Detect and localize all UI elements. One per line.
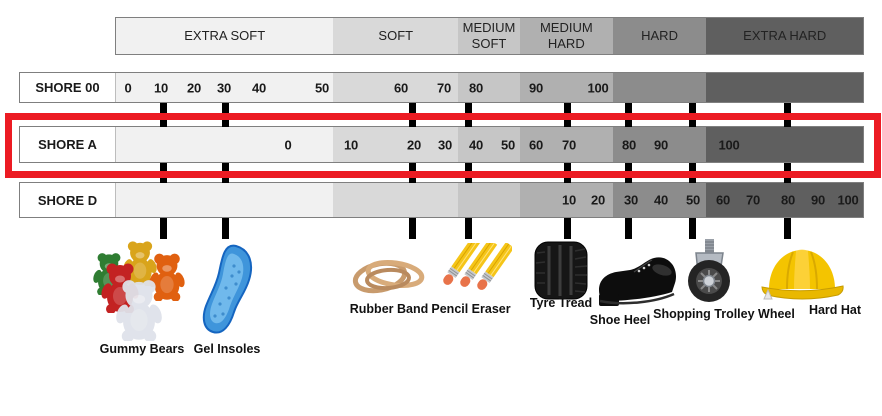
pencil-eraser-image: [443, 243, 512, 293]
alignment-tick: [222, 218, 229, 239]
category-extra-hard: EXTRA HARD: [706, 18, 863, 54]
scale-value: 20: [590, 192, 606, 208]
scale-value: 50: [500, 137, 516, 152]
scale-value: 10: [343, 137, 359, 152]
scale-value: 10: [561, 192, 577, 208]
scale-value: 70: [436, 80, 452, 95]
scale-value: 100: [837, 192, 859, 208]
item-label-pencil-eraser: Pencil Eraser: [431, 302, 511, 316]
category-label: EXTRA SOFT: [184, 27, 266, 43]
alignment-tick: [409, 218, 416, 239]
category-medium-hard: MEDIUM HARD: [519, 18, 613, 54]
scale-value: 60: [528, 137, 544, 152]
item-label-rubber-band: Rubber Band: [349, 302, 429, 316]
category-soft: SOFT: [333, 18, 459, 54]
scale-value: 80: [468, 80, 484, 95]
scale-value: 30: [623, 192, 639, 208]
alignment-tick: [784, 218, 791, 239]
shopping-trolley-wheel-image: [688, 239, 730, 302]
scale-value: 0: [124, 80, 132, 95]
shore-a-label: SHORE A: [20, 127, 116, 162]
shore-d-label: SHORE D: [20, 183, 116, 217]
category-label: MEDIUM HARD: [539, 19, 593, 51]
scale-value: 80: [780, 192, 796, 208]
scale-row-shore-00: SHORE 00 0 10 20 30 40 50 60 70 80 90 10…: [19, 72, 864, 103]
scale-value: 50: [314, 80, 330, 95]
scale-value: 90: [528, 80, 544, 95]
shoe-heel-image: [599, 257, 676, 306]
scale-value: 100: [718, 137, 740, 152]
scale-value: 50: [685, 192, 701, 208]
alignment-tick: [564, 218, 571, 239]
scale-value: 60: [393, 80, 409, 95]
scale-value: 20: [186, 80, 202, 95]
scale-value: 20: [406, 137, 422, 152]
scale-value: 90: [653, 137, 669, 152]
scale-value: 60: [715, 192, 731, 208]
rubber-band-image: [352, 259, 425, 294]
scale-value: 30: [216, 80, 232, 95]
category-label: MEDIUM SOFT: [462, 19, 516, 51]
scale-value: 0: [284, 137, 292, 152]
hardness-category-header: EXTRA SOFT SOFT MEDIUM SOFT MEDIUM HARD …: [115, 17, 864, 55]
scale-value: 100: [587, 80, 609, 95]
shore-a-highlight-box: [5, 113, 881, 178]
scale-value: 70: [745, 192, 761, 208]
category-label: SOFT: [378, 27, 414, 43]
scale-value: 10: [153, 80, 169, 95]
category-label: HARD: [641, 27, 678, 43]
tyre-tread-image: [534, 241, 588, 300]
category-medium-soft: MEDIUM SOFT: [458, 18, 520, 54]
shore-00-bands: [20, 73, 863, 102]
alignment-tick: [689, 218, 696, 239]
alignment-tick: [465, 218, 472, 239]
item-label-gel-insoles: Gel Insoles: [193, 342, 261, 356]
scale-value: 30: [437, 137, 453, 152]
scale-value: 80: [621, 137, 637, 152]
scale-row-shore-a: SHORE A 0 10 20 30 40 50 60 70 80 90 100: [19, 126, 864, 163]
alignment-tick: [625, 218, 632, 239]
category-hard: HARD: [612, 18, 707, 54]
item-label-hard-hat: Hard Hat: [808, 303, 862, 317]
scale-value: 90: [810, 192, 826, 208]
scale-row-shore-d: SHORE D 10 20 30 40 50 60 70 80 90 100: [19, 182, 864, 218]
item-label-shopping-trolley-wheel: Shopping Trolley Wheel: [653, 307, 795, 321]
shore-d-bands: [20, 183, 863, 217]
scale-value: 70: [561, 137, 577, 152]
scale-value: 40: [653, 192, 669, 208]
alignment-tick: [160, 218, 167, 239]
item-label-shoe-heel: Shoe Heel: [589, 313, 651, 327]
item-label-tyre-tread: Tyre Tread: [529, 296, 593, 310]
gummy-bears-image: [92, 241, 186, 341]
scale-value: 40: [468, 137, 484, 152]
hard-hat-image: [761, 249, 844, 300]
shore-00-label: SHORE 00: [20, 73, 116, 102]
category-label: EXTRA HARD: [743, 27, 827, 43]
scale-value: 40: [251, 80, 267, 95]
category-extra-soft: EXTRA SOFT: [116, 18, 334, 54]
gel-insoles-image: [202, 244, 253, 334]
item-label-gummy-bears: Gummy Bears: [99, 342, 185, 356]
